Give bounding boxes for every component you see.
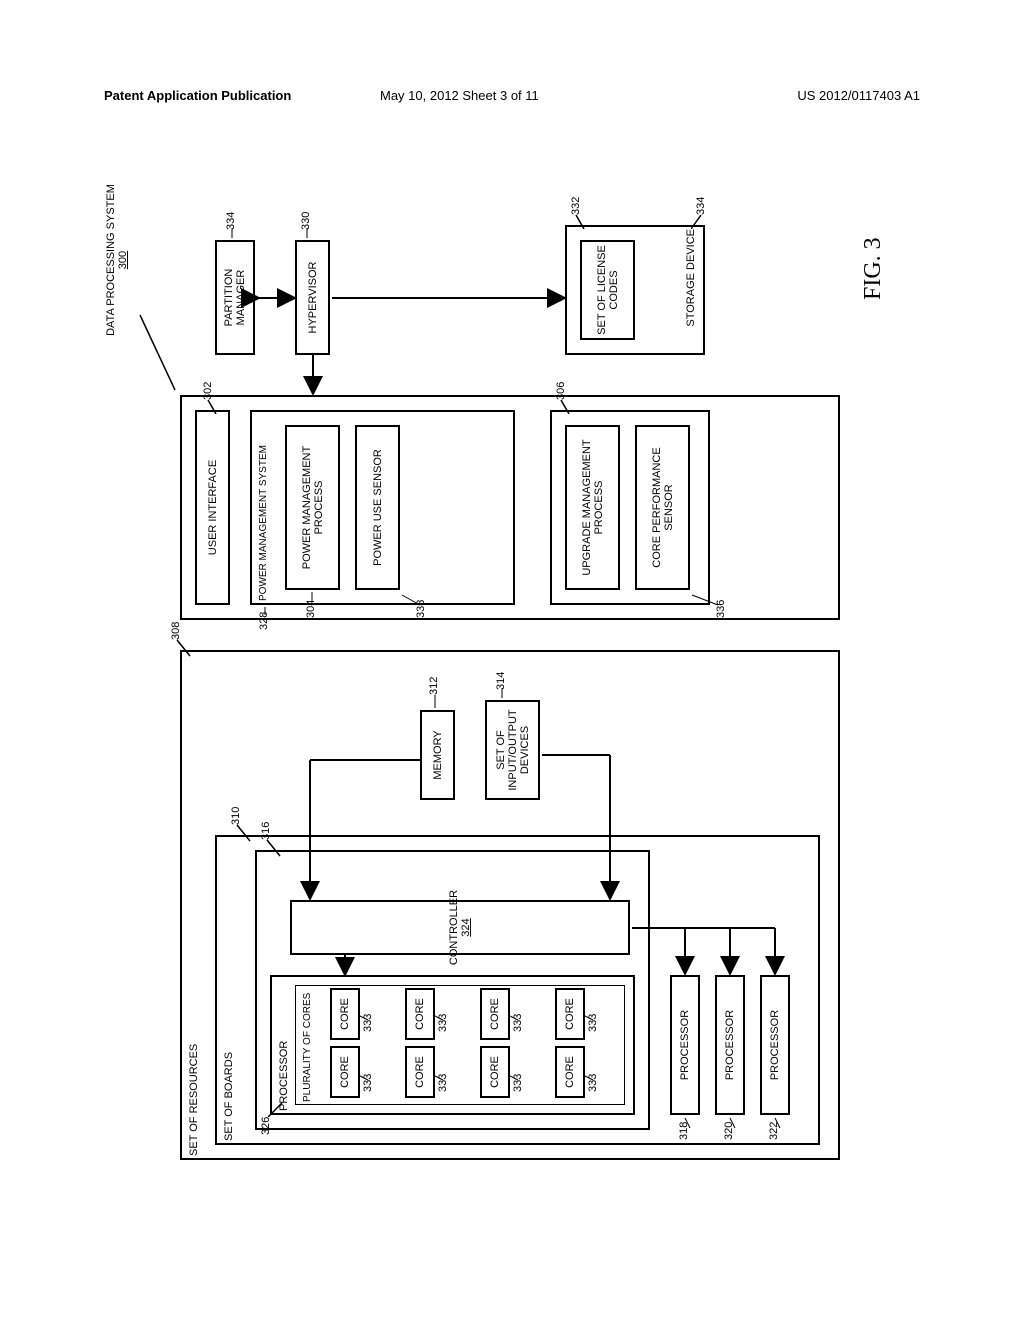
arrows-layer bbox=[100, 170, 920, 1170]
header-center: May 10, 2012 Sheet 3 of 11 bbox=[380, 88, 539, 103]
header-left: Patent Application Publication bbox=[104, 88, 291, 103]
page-header: Patent Application Publication May 10, 2… bbox=[0, 88, 1024, 108]
diagram: DATA PROCESSING SYSTEM 300 SET OF RESOUR… bbox=[100, 170, 920, 1170]
diagram-rotated-container: DATA PROCESSING SYSTEM 300 SET OF RESOUR… bbox=[10, 260, 1010, 1080]
header-right: US 2012/0117403 A1 bbox=[797, 88, 920, 103]
